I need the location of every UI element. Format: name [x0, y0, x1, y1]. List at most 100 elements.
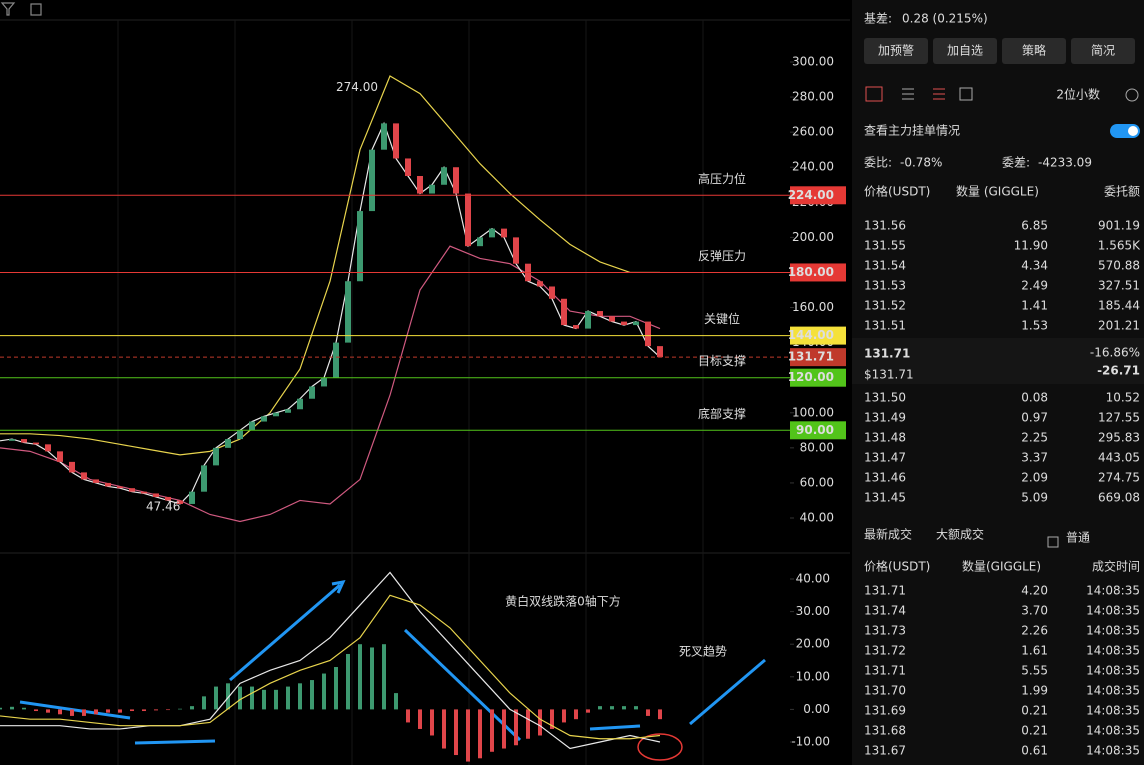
macd-bar	[178, 708, 182, 710]
normal[interactable]: 普通	[1066, 531, 1090, 545]
y-tick-label: 0.00	[803, 702, 830, 716]
asks-cell: 6.85	[1021, 219, 1048, 233]
macd-bar	[286, 686, 290, 710]
y-tick-label: 280.00	[792, 90, 834, 104]
macd-bar	[262, 689, 266, 710]
macd-bar	[22, 707, 26, 710]
candle	[657, 346, 663, 358]
orders-link[interactable]: 查看主力挂单情况	[864, 124, 960, 138]
trade-cell: 0.21	[1021, 724, 1048, 738]
macd-bar	[550, 709, 554, 729]
macd-bar	[118, 709, 122, 713]
macd-bar	[502, 709, 506, 749]
candle	[561, 298, 567, 326]
trade-cell: 4.20	[1021, 584, 1048, 598]
trade-cell: 1.99	[1021, 684, 1048, 698]
tab[interactable]: 大额成交	[936, 527, 984, 542]
candle	[633, 321, 639, 326]
button-bg[interactable]	[933, 38, 997, 64]
asks-cell: 131.55	[864, 239, 906, 253]
low-label: 47.46	[146, 499, 180, 513]
level-name: 反弹压力	[698, 249, 746, 263]
macd-bar	[514, 709, 518, 746]
button[interactable]: 简况	[1091, 44, 1115, 58]
y-tick-label: 40.00	[796, 572, 830, 586]
bids-cell: 2.09	[1021, 471, 1048, 485]
macd-bar	[70, 709, 74, 716]
macd-bar	[58, 709, 62, 715]
candle	[405, 158, 411, 176]
upper-band	[0, 75, 660, 456]
bids-cell: 274.75	[1098, 471, 1140, 485]
asks-cell: 131.56	[864, 219, 906, 233]
checkbox[interactable]	[1047, 536, 1059, 548]
asks-cell: 901.19	[1098, 219, 1140, 233]
diff: -4233.09	[1038, 156, 1092, 170]
bids-cell: 5.09	[1021, 491, 1048, 505]
candle	[225, 439, 231, 448]
macd-bar	[622, 706, 626, 710]
candle	[165, 496, 171, 501]
arrows	[19, 580, 766, 745]
y-tick-label: 260.00	[792, 125, 834, 139]
trade-cell: 131.67	[864, 744, 906, 758]
button[interactable]: 加预警	[878, 43, 914, 58]
macd-bar	[142, 709, 146, 712]
asks-cell: 11.90	[1014, 239, 1048, 253]
candle	[57, 451, 63, 462]
candle	[237, 430, 243, 440]
trade-cell: 14:08:35	[1086, 704, 1140, 718]
toolbar-icons[interactable]	[0, 2, 42, 16]
trades-header: 成交时间	[1092, 559, 1140, 574]
bids-cell: 2.25	[1021, 431, 1048, 445]
candle	[441, 167, 447, 185]
level-name: 高压力位	[698, 171, 746, 186]
level-tag	[790, 368, 846, 387]
decimals[interactable]: 2位小数	[1056, 87, 1100, 102]
button-bg[interactable]	[1071, 38, 1135, 64]
bids-cell: 131.45	[864, 491, 906, 505]
candle	[189, 491, 195, 504]
candle	[93, 479, 99, 483]
button[interactable]: 策略	[1022, 43, 1046, 58]
macd-bar	[46, 709, 50, 713]
dea-line	[0, 594, 661, 740]
button-bg[interactable]	[1002, 38, 1066, 64]
annotation: 死叉趋势	[679, 645, 727, 659]
candle	[501, 228, 507, 238]
annotation: 黄白双线跌落0轴下方	[505, 594, 621, 609]
trade-cell: 14:08:35	[1086, 724, 1140, 738]
macd-bar	[322, 673, 326, 710]
ratio: -0.78%	[900, 156, 942, 170]
macd-bar	[346, 653, 350, 710]
candle	[105, 482, 111, 487]
macd-bar	[214, 686, 218, 710]
bids-cell: 3.37	[1021, 451, 1048, 465]
trade-cell: 131.71	[864, 664, 906, 678]
trade-cell: 14:08:35	[1086, 684, 1140, 698]
button-bg[interactable]	[864, 38, 928, 64]
y-tick-label: 200.00	[792, 230, 834, 244]
macd-bar	[82, 709, 86, 716]
candle	[585, 311, 591, 329]
panel-icons[interactable]	[865, 86, 1139, 102]
high-label: 274.00	[336, 80, 378, 94]
level-label: 180.00	[788, 265, 834, 279]
candle	[33, 442, 39, 445]
bids-cell: 295.83	[1098, 431, 1140, 445]
macd-bar	[0, 707, 2, 710]
trade-cell: 3.70	[1021, 604, 1048, 618]
candle	[333, 342, 339, 378]
tab[interactable]: 最新成交	[864, 527, 912, 542]
level-name: 关键位	[704, 311, 740, 326]
candle	[45, 444, 51, 452]
bids-cell: 131.48	[864, 431, 906, 445]
macd-bar	[238, 686, 242, 710]
y-tick-label: 100.00	[792, 405, 834, 419]
asks-cell: 1.41	[1021, 299, 1048, 313]
trades-header: 数量(GIGGLE)	[962, 559, 1041, 574]
macd-bar	[226, 683, 230, 710]
macd-bar	[430, 709, 434, 736]
button[interactable]: 加自选	[947, 44, 983, 58]
